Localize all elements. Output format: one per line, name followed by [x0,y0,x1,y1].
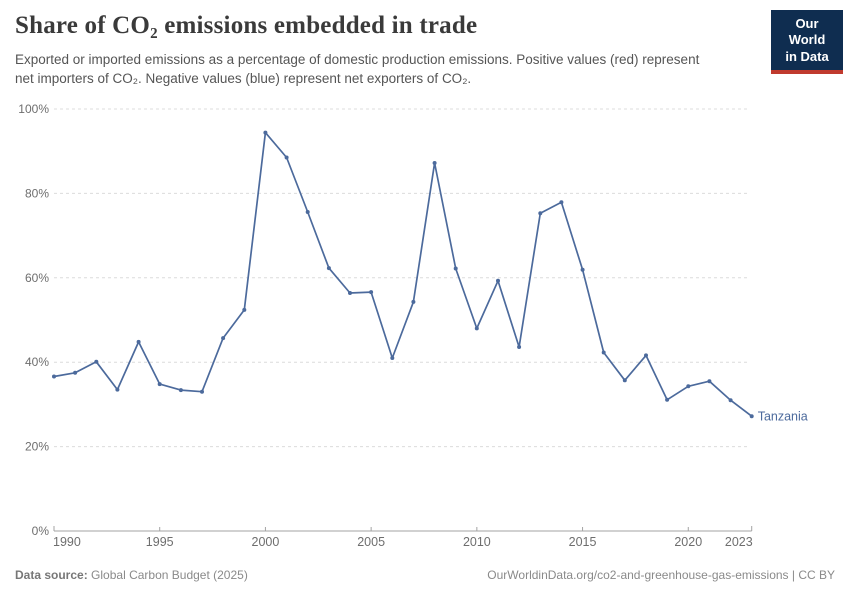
license-note: OurWorldinData.org/co2-and-greenhouse-ga… [487,568,835,582]
data-point-2004 [348,291,352,295]
chart-canvas: 0% 20% 40% 60% 80% 100% 1990 1995 2000 2005 2010 20… [18,102,808,549]
page-title: Share of CO₂ emissions embedded in trade [15,12,478,39]
chart-subtitle: Exported or imported emissions as a perc… [15,52,700,86]
data-point-2015 [580,267,585,272]
data-point-2018 [644,353,648,358]
x-tick-label-2020: 2020 [674,535,702,549]
data-point-1995 [157,382,162,387]
y-tick-label-80: 80% [25,186,49,200]
y-tick-label-60: 60% [25,271,49,285]
data-point-2023 [749,414,754,419]
x-tick-label-1990: 1990 [53,535,81,549]
data-point-2006 [390,356,395,360]
data-point-2014 [559,200,564,205]
data-point-2013 [538,211,543,216]
data-point-2012 [517,345,522,349]
data-point-2011 [496,278,500,283]
data-point-1992 [94,359,99,364]
x-tick-label-2010: 2010 [463,535,491,549]
data-point-1997 [200,389,204,394]
x-tick-label-2023: 2023 [725,535,753,549]
data-point-1990 [52,374,56,379]
y-tick-label-100: 100% [18,102,49,116]
data-point-2021 [707,379,712,384]
y-tick-label-0: 0% [32,524,50,538]
data-point-2007 [411,299,416,304]
data-source-note: Data source: Global Carbon Budget (2025) [15,568,248,582]
data-point-2000 [263,130,268,135]
data-point-2009 [453,266,458,271]
data-source-value: Global Carbon Budget (2025) [91,568,248,582]
data-point-2005 [369,290,374,295]
data-point-2019 [665,397,670,402]
data-point-1993 [115,387,120,392]
entity-label-tanzania: Tanzania [758,410,808,424]
x-tick-label-2005: 2005 [357,535,385,549]
data-point-2022 [728,398,733,403]
data-point-1991 [73,370,78,375]
data-point-2002 [305,210,310,214]
data-point-2016 [601,350,606,355]
owid-logo-line-1: Our World [788,16,826,48]
y-tick-label-20: 20% [25,440,49,454]
data-point-1999 [242,307,247,312]
data-point-2020 [686,384,691,389]
owid-logo: Our World in Data [771,10,843,74]
data-point-2003 [326,266,331,271]
data-point-1994 [136,339,141,344]
data-point-2001 [284,155,289,160]
y-tick-label-40: 40% [25,355,49,369]
data-source-label: Data source: [15,568,88,582]
line-chart: 0% 20% 40% 60% 80% 100% 1990 1995 2000 2005 2010 20… [0,95,850,555]
owid-logo-line-2: in Data [785,48,829,64]
data-point-2008 [432,161,437,165]
data-point-1996 [178,388,183,393]
data-point-1998 [221,336,226,341]
x-tick-label-2015: 2015 [569,535,597,549]
trend-line-tanzania [53,131,753,418]
data-point-2017 [622,378,627,383]
x-tick-label-1995: 1995 [146,535,174,549]
data-point-2010 [474,326,479,331]
chart-footer: Data source: Global Carbon Budget (2025)… [15,568,835,582]
x-tick-label-2000: 2000 [252,535,280,549]
